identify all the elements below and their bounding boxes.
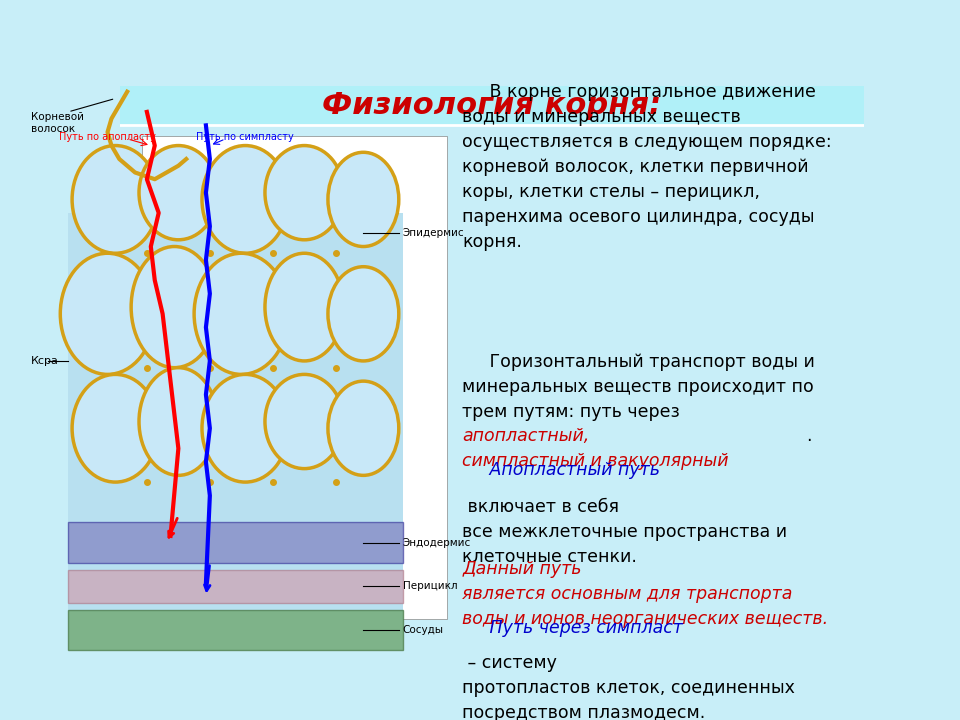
Text: Путь по апопласту: Путь по апопласту	[60, 132, 156, 142]
Text: Горизонтальный транспорт воды и
минеральных веществ происходит по
трем путям: пу: Горизонтальный транспорт воды и минераль…	[463, 353, 815, 420]
Text: Перицикл: Перицикл	[403, 582, 457, 591]
Ellipse shape	[139, 145, 218, 240]
Text: Физиология корня:: Физиология корня:	[323, 91, 661, 120]
Ellipse shape	[132, 246, 218, 368]
Ellipse shape	[265, 145, 344, 240]
Ellipse shape	[72, 374, 158, 482]
Text: Ксра: Ксра	[31, 356, 59, 366]
Ellipse shape	[328, 266, 398, 361]
Text: В корне горизонтальное движение
воды и минеральных веществ
осуществляется в след: В корне горизонтальное движение воды и м…	[463, 84, 832, 251]
Ellipse shape	[265, 253, 344, 361]
Ellipse shape	[202, 145, 289, 253]
Text: – систему
протопластов клеток, соединенных
посредством плазмодесм.: – систему протопластов клеток, соединенн…	[463, 654, 795, 720]
Ellipse shape	[194, 253, 289, 374]
Ellipse shape	[328, 381, 398, 475]
Bar	[68, 213, 403, 650]
Text: Корневой
волосок: Корневой волосок	[31, 112, 84, 133]
FancyBboxPatch shape	[142, 136, 447, 618]
FancyBboxPatch shape	[120, 86, 864, 125]
Ellipse shape	[72, 145, 158, 253]
Text: Путь по симпласту: Путь по симпласту	[197, 132, 294, 142]
Text: апопластный,
симпластный и вакуолярный: апопластный, симпластный и вакуолярный	[463, 427, 729, 470]
Ellipse shape	[139, 368, 218, 475]
FancyBboxPatch shape	[459, 136, 856, 618]
Text: Сосуды: Сосуды	[403, 625, 444, 635]
Text: Эндодермис: Эндодермис	[403, 538, 471, 548]
Text: .: .	[806, 427, 812, 445]
Text: Данный путь
является основным для транспорта
воды и ионов неорганических веществ: Данный путь является основным для трансп…	[463, 560, 828, 628]
Text: Эпидермис: Эпидермис	[403, 228, 465, 238]
Ellipse shape	[60, 253, 155, 374]
Bar	[68, 570, 403, 603]
Text: Апопластный путь: Апопластный путь	[463, 461, 660, 479]
Text: включает в себя
все межклеточные пространства и
клеточные стенки.: включает в себя все межклеточные простра…	[463, 498, 787, 566]
Text: Путь через симпласт: Путь через симпласт	[463, 619, 684, 637]
Ellipse shape	[328, 153, 398, 246]
Bar	[68, 523, 403, 563]
Ellipse shape	[265, 374, 344, 469]
Bar	[68, 610, 403, 650]
Ellipse shape	[202, 374, 289, 482]
